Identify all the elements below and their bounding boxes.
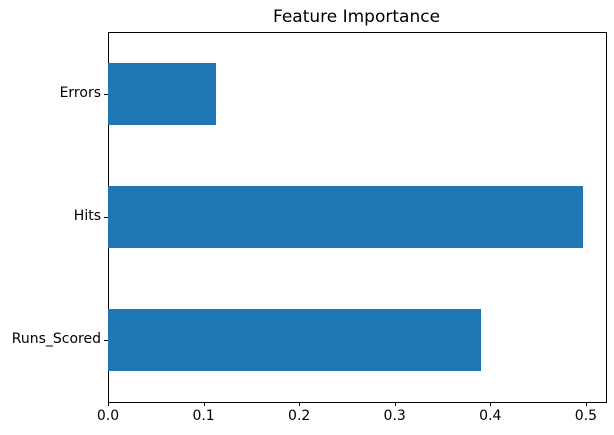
x-tick-label-0.1: 0.1 <box>192 408 215 424</box>
y-tick-label-errors: Errors <box>59 85 101 101</box>
y-tick-mark <box>104 93 108 95</box>
y-tick-label-hits: Hits <box>73 208 101 224</box>
x-tick-label-0.4: 0.4 <box>479 408 502 424</box>
chart-title: Feature Importance <box>272 7 441 27</box>
y-tick-mark <box>104 216 108 218</box>
x-tick-label-0.0: 0.0 <box>96 408 120 424</box>
x-tick-mark <box>585 402 587 406</box>
y-tick-mark <box>104 339 108 341</box>
x-tick-mark <box>108 402 109 406</box>
bar-errors <box>108 62 216 125</box>
x-tick-mark <box>490 402 492 406</box>
x-tick-mark <box>394 402 396 406</box>
y-tick-label-runs_scored: Runs_Scored <box>11 331 101 347</box>
x-tick-label-0.5: 0.5 <box>574 408 598 424</box>
bar-runs_scored <box>108 308 481 371</box>
bar-hits <box>108 185 583 248</box>
x-tick-label-0.3: 0.3 <box>383 408 406 424</box>
x-tick-mark <box>203 402 205 406</box>
x-tick-label-0.2: 0.2 <box>288 408 311 424</box>
x-tick-mark <box>299 402 301 406</box>
